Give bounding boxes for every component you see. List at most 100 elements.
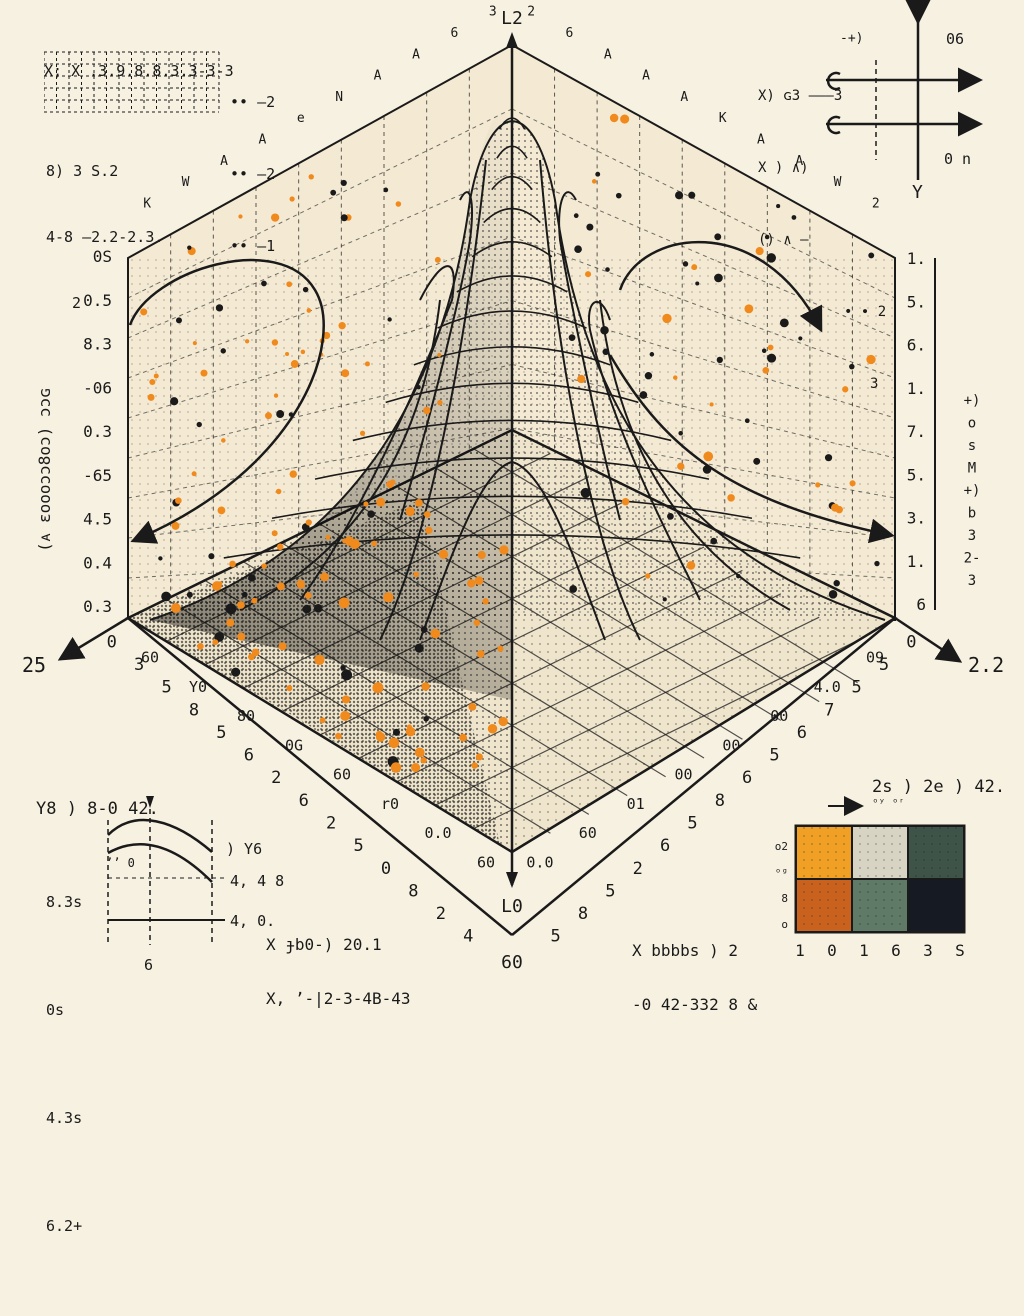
front-right-edge-tick: 0.0 — [526, 853, 553, 871]
mini-plot-x-tick: 6 — [144, 956, 154, 974]
scatter-points — [140, 113, 882, 773]
legend-col-label: 1 — [795, 941, 805, 960]
right-wall-side-label: M — [968, 461, 976, 477]
outer-left-tick: 2 — [436, 904, 446, 924]
legend-title: 2s ) 2e ) 42. — [872, 777, 1005, 797]
legend-col-label: 6 — [891, 941, 901, 960]
front-left-edge-tick: Y0 — [189, 678, 207, 696]
front-right-edge-tick: 4.0 — [814, 678, 841, 696]
front-right-edge-tick: 00 — [722, 736, 740, 754]
top-left-edge-tick: A — [374, 69, 382, 84]
outer-right-tick: 5 — [687, 813, 697, 833]
mini-tick-4: 6.2+ — [46, 1217, 83, 1235]
left-axis-extension — [57, 616, 129, 661]
top-left-edge-tick: e — [297, 111, 305, 126]
outer-right-tick: 2 — [633, 859, 643, 879]
legend-row-label: ᵒᵍ — [775, 866, 788, 879]
outer-left-tick: 0 — [107, 632, 117, 652]
top-left-edge-tick: A — [258, 132, 266, 147]
right-wall-tick: 1. — [907, 379, 926, 398]
note-tr-arrow-label: -+) — [840, 31, 864, 46]
top-left-edge-tick: W — [182, 175, 190, 190]
note-row-2: •• –2 — [230, 165, 276, 183]
top-right-edge-tick: 6 — [566, 26, 574, 41]
mini-plot-title: Y8 ) 8-0 42. — [36, 799, 159, 819]
front-right-edge-tick: 00 — [675, 766, 693, 784]
top-right-edge-tick: 2 — [527, 5, 535, 20]
right-wall-side-label: 3 — [968, 528, 976, 544]
flow-arrow-left — [128, 258, 325, 544]
legend-heatmap: 2s ) 2e ) 42. ᵒʸ ᵒʳ o2 ᵒᵍ 8 o 1 0 1 6 3 S — [775, 777, 1005, 960]
front-right-edge-tick: 09 — [866, 649, 884, 667]
outer-right-tick: 5 — [769, 746, 779, 766]
flow-arrow-right-mid — [608, 354, 895, 544]
outer-left-tick: 3 — [134, 655, 144, 675]
outer-left-tick: 5 — [353, 836, 363, 856]
note-tr-row-3: () ∧ — — [758, 232, 809, 248]
outer-left-tick: 0 — [381, 859, 391, 879]
note-bottom-left-title: Y8 ) 8-0 42. ʼʼ 0 — [36, 764, 159, 908]
outer-right-axis — [511, 617, 896, 936]
mini-grid-table — [44, 51, 220, 113]
right-wall-tick: 6 — [916, 595, 926, 614]
outer-left-tick: 2 — [326, 813, 336, 833]
outer-left-tick: 5 — [161, 678, 171, 698]
formula-left-2: X, ʼ-|2-3-4B-43 — [266, 989, 411, 1008]
front-left-edge-tick: 60 — [477, 853, 495, 871]
mini-line-plot — [107, 796, 225, 945]
front-left-edge-tick: 0.0 — [424, 824, 451, 842]
top-left-edge-tick: A — [412, 47, 420, 62]
top-right-edge-tick: A — [795, 154, 803, 169]
formula-right-2: -0 42-332 8 & — [632, 995, 758, 1014]
outer-left-tick: 8 — [408, 881, 418, 901]
mini-plot-side-3: 4, 0. — [230, 912, 276, 930]
legend-row-label: o — [781, 918, 788, 931]
outer-right-tick: 6 — [797, 723, 807, 743]
top-right-edge-tick: A — [757, 132, 765, 147]
mini-plot-side-2: 4, 4 8 — [230, 872, 285, 890]
front-left-edge-tick: r0 — [381, 795, 399, 813]
right-wall-side-label: 2- — [964, 551, 981, 567]
mini-plot-sub: ʼʼ 0 — [106, 856, 135, 870]
legend-row-label: 8 — [781, 892, 788, 905]
outer-left-tick: 6 — [244, 746, 254, 766]
top-left-edge-tick: N — [335, 90, 343, 105]
right-wall-tick: 1. — [907, 552, 926, 571]
note-row-1: •• –2 — [230, 93, 276, 111]
outer-left-tick: 6 — [299, 791, 309, 811]
apex-arrowhead — [506, 32, 518, 48]
left-wall-tick: 0.4 — [83, 553, 112, 572]
right-wall-tick: 1. — [907, 249, 926, 268]
right-wall-tick: 6. — [907, 336, 926, 355]
left-axis-end-label: 25 — [22, 653, 46, 677]
note-top-right: X) ɢ3 ——–3 X ) ∧) () ∧ — • ∙ 2 3 — [758, 36, 886, 444]
bottom-corner-label: 60 — [501, 952, 523, 973]
apex-label: L2 — [501, 8, 523, 29]
note-tr-row-5: 3 — [870, 376, 879, 392]
outer-right-tick: 5 — [851, 678, 861, 698]
bottom-arrowhead — [506, 872, 518, 888]
top-right-edge-tick: 2 — [872, 196, 880, 211]
top-right-edge-tick: K — [719, 111, 727, 126]
note-top-left-rows: •• –2 •• –2 •• –1 — [230, 42, 275, 306]
front-right-edge-tick: 00 — [770, 707, 788, 725]
surface-chart: 0S0.58.3-060.3-654.50.40.31.5.6.1.7.5.3.… — [22, 0, 1005, 973]
mini-plot-ticks: 8.3s 0s 4.3s 6.2+ — [46, 812, 82, 1316]
flow-arrow-right-top — [618, 241, 823, 333]
right-wall-side-label: +) — [964, 393, 981, 409]
left-wall-axis-label: (ᴀ ɛoooɔɔ8oɔ) ɔɔɢ — [35, 388, 54, 552]
right-wall-side-label: s — [968, 438, 976, 454]
note-tr-row-2: X ) ∧) — [758, 160, 809, 176]
legend-col-label: S — [955, 941, 965, 960]
note-row-3: •• –1 — [230, 237, 276, 255]
mini-tick-1: 8.3s — [46, 893, 83, 911]
outer-right-tick: 5 — [879, 655, 889, 675]
top-right-edge-tick: A — [642, 69, 650, 84]
formula-right: X bbbbs ) 2 -0 42-332 8 & — [632, 906, 757, 1050]
front-left-edge-tick: 80 — [237, 707, 255, 725]
bottom-label: L0 — [501, 896, 523, 917]
mini-tick-2: 0s — [46, 1001, 65, 1019]
note-tr-row-1: X) ɢ3 ——–3 — [758, 88, 843, 104]
outer-right-tick: 6 — [742, 768, 752, 788]
note-tr-row-4: • ∙ 2 — [844, 304, 887, 320]
